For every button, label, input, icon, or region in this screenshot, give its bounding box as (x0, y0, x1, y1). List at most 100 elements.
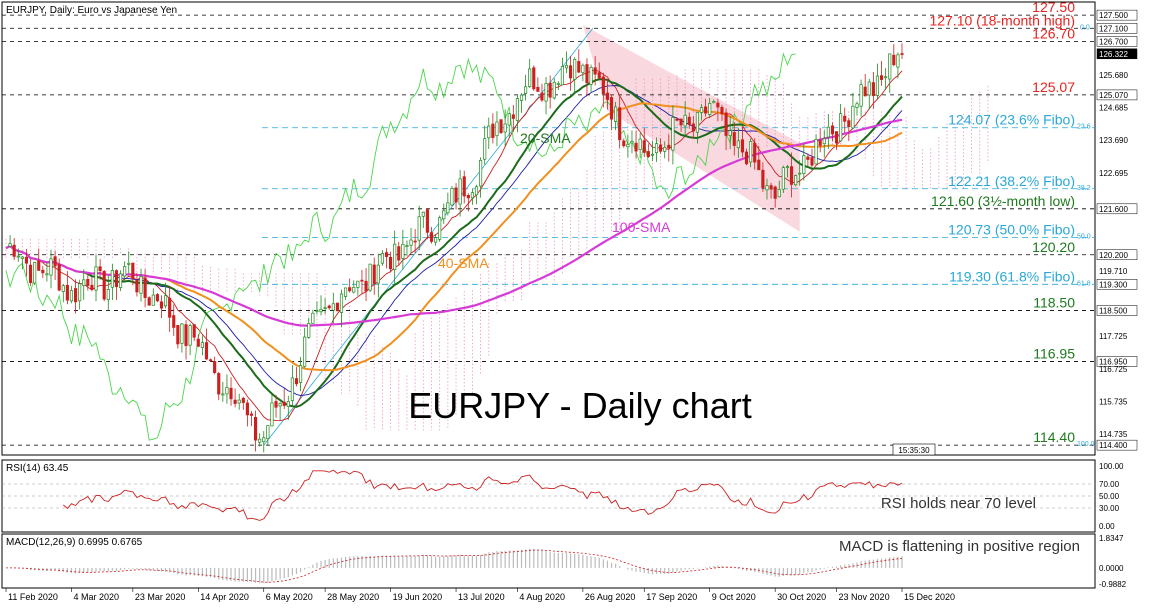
candle (589, 64, 593, 92)
candle-body (282, 401, 286, 406)
candle-body (364, 280, 368, 292)
candle-body (507, 113, 511, 126)
candle-body (172, 315, 176, 328)
candle-body (540, 92, 544, 101)
level-label: 122.21 (38.2% Fibo) (948, 173, 1075, 189)
candle-body (614, 106, 618, 122)
time-label: 19 Jun 2020 (393, 592, 443, 602)
candle-body (642, 140, 646, 153)
candle-body (785, 166, 790, 168)
candle (724, 108, 728, 151)
candle-body (843, 115, 847, 122)
rsi-tick: 0.00 (1099, 522, 1115, 531)
time-label: 23 Nov 2020 (839, 592, 890, 602)
axis-tick: 126.700 (1099, 37, 1128, 46)
candle-body (650, 153, 655, 156)
level-label: 118.50 (1033, 295, 1075, 311)
candle-body (847, 120, 851, 128)
candle-body (495, 121, 499, 137)
candle (69, 285, 74, 304)
candle-body (401, 243, 405, 259)
time-label: 6 May 2020 (266, 592, 313, 602)
candle (609, 94, 614, 131)
candle (483, 125, 487, 165)
candle (708, 97, 712, 119)
level-label: 114.40 (1033, 429, 1075, 445)
candle (757, 145, 761, 171)
candle (569, 56, 573, 91)
candle-body (270, 402, 274, 427)
price-panel-frame (1, 1, 1096, 456)
candle (114, 269, 119, 300)
candle-body (695, 112, 700, 133)
candle-body (638, 138, 642, 150)
candle (896, 52, 900, 79)
candle (12, 238, 16, 261)
candle (454, 183, 458, 210)
candle (667, 134, 671, 162)
fibo-tag: 50.0 (1077, 233, 1091, 240)
candle-body (867, 81, 871, 96)
candle-body (319, 308, 323, 313)
candle (339, 289, 344, 328)
candle (184, 320, 188, 360)
candle (221, 381, 225, 402)
candle-body (609, 97, 614, 120)
candle-body (352, 286, 356, 293)
candle (20, 256, 24, 270)
candle-body (327, 305, 331, 309)
candle (53, 251, 57, 281)
candle-body (794, 175, 798, 186)
candle-body (519, 94, 524, 101)
candle (331, 292, 335, 324)
candle-body (765, 185, 769, 191)
axis-tag-box (1096, 36, 1138, 47)
candle-body (82, 279, 86, 286)
candle (262, 431, 266, 453)
candle (82, 269, 86, 300)
candle (519, 93, 524, 113)
candle (348, 278, 352, 293)
axis-tick: 121.600 (1099, 205, 1128, 214)
candle-body (159, 301, 164, 309)
candle-body (667, 144, 671, 149)
candle (843, 107, 847, 133)
axis-tick: 116.950 (1099, 357, 1128, 366)
candle-body (208, 359, 213, 362)
candle (98, 258, 102, 280)
candle (867, 78, 871, 110)
candle-body (299, 365, 303, 383)
candle (679, 118, 683, 132)
candle-body (732, 132, 736, 146)
candle-body (626, 143, 630, 148)
candle (659, 138, 663, 154)
candle-body (536, 86, 540, 92)
candle (511, 104, 515, 133)
candle (57, 258, 61, 292)
candle-body (262, 437, 266, 442)
candle (65, 271, 69, 305)
candle (213, 356, 217, 375)
candle (102, 269, 106, 302)
candle (151, 288, 155, 306)
candle (311, 309, 315, 324)
candle-body (315, 310, 319, 312)
candle (499, 119, 503, 135)
candle-body (78, 283, 82, 302)
center-title: EURJPY - Daily chart (408, 385, 751, 426)
candle-body (278, 403, 282, 407)
candle (462, 170, 466, 204)
candle (286, 395, 290, 420)
axis-tag-box (1096, 48, 1138, 60)
candle-body (761, 169, 765, 189)
candle (749, 138, 753, 168)
time-axis: 11 Feb 2020 4 Mar 2020 23 Mar 2020 14 Apr 2… (5, 588, 955, 602)
candle-body (589, 66, 593, 85)
level-label: 127.10 (18-month high) (929, 12, 1075, 28)
time-label: 26 Aug 2020 (585, 592, 636, 602)
candle (61, 283, 65, 303)
candle-body (204, 342, 209, 360)
candle-body (37, 260, 41, 271)
sma100-line (5, 118, 903, 327)
candle-body (749, 141, 753, 163)
